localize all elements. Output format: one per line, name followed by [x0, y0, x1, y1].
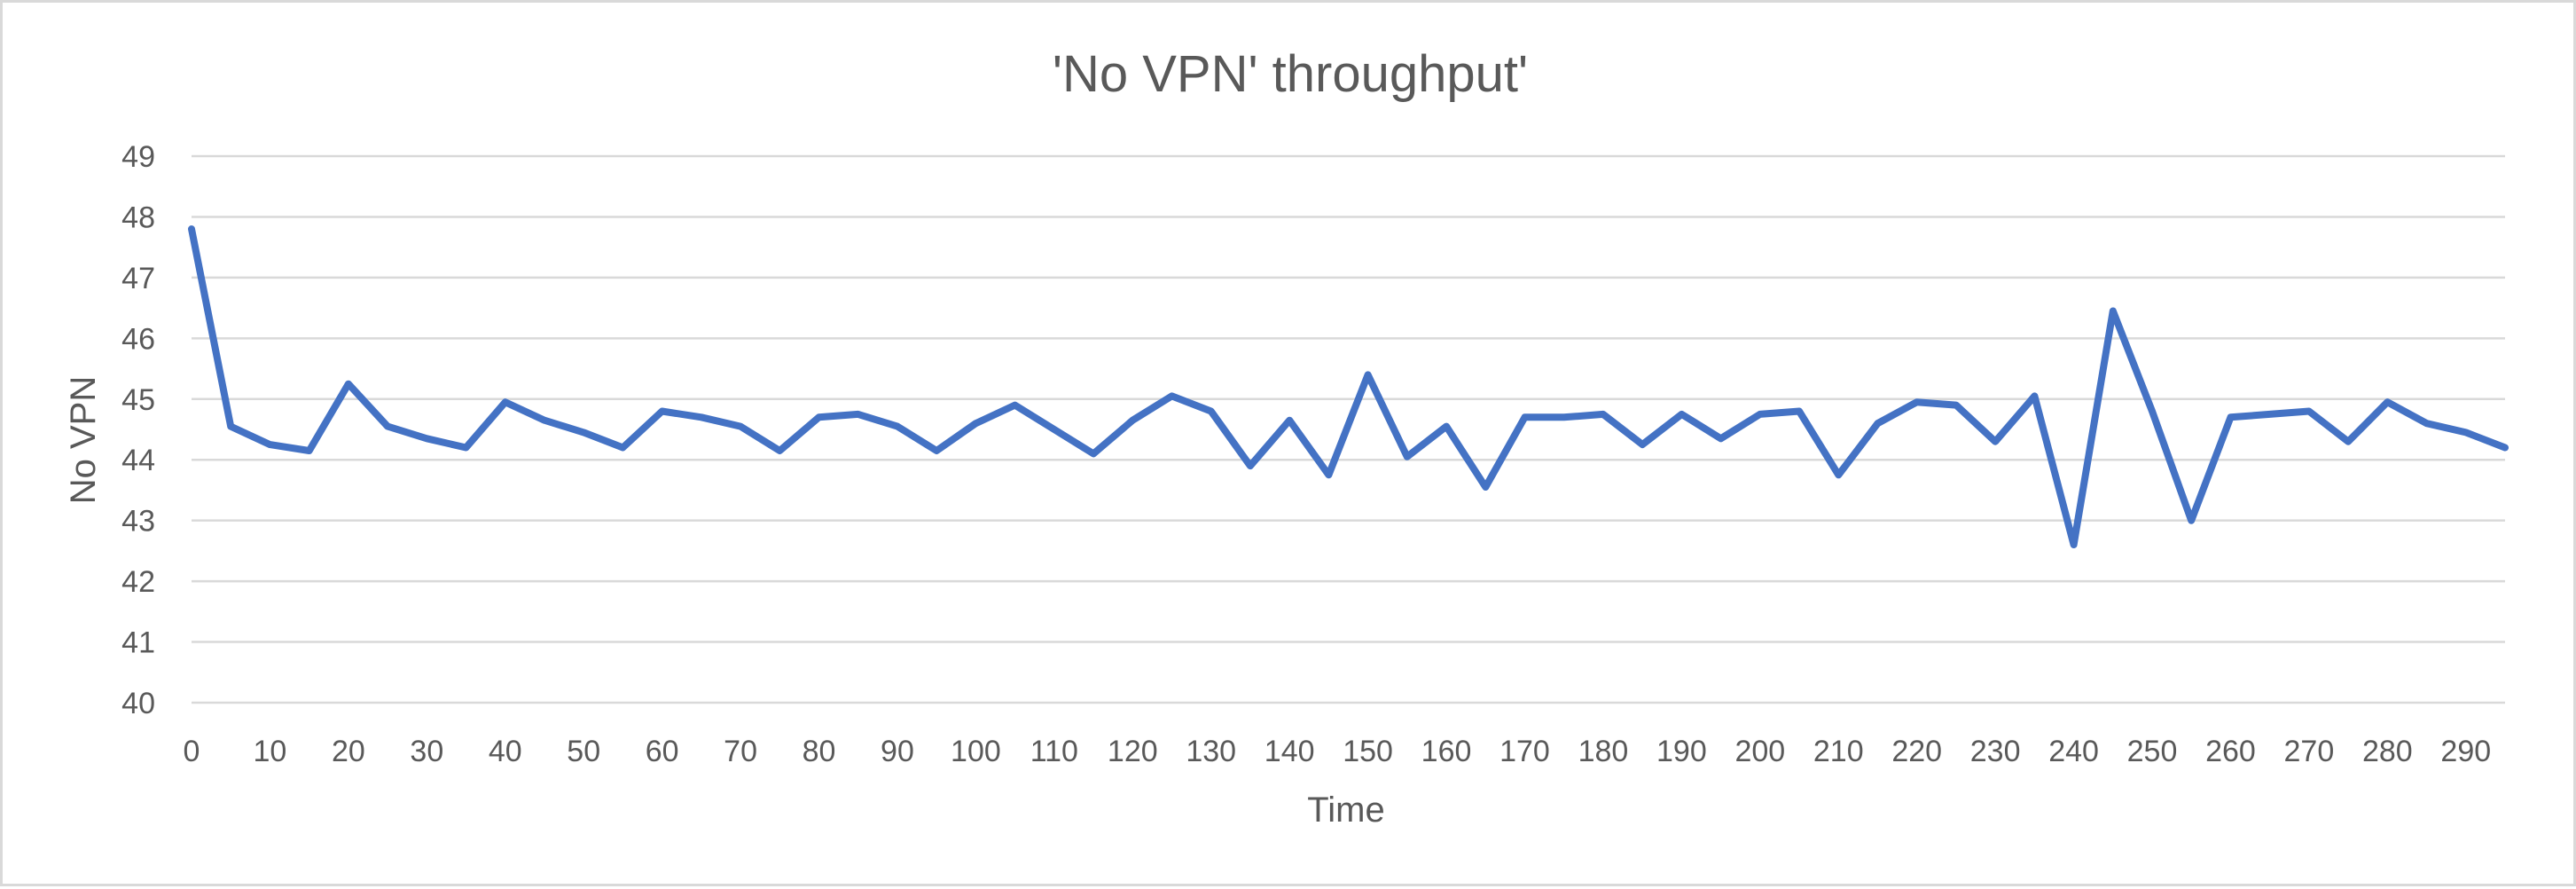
data-point: [740, 426, 741, 427]
x-tick-label: 210: [1813, 735, 1864, 768]
data-point: [857, 413, 858, 414]
x-tick-label: 70: [724, 735, 757, 768]
y-axis-tick-labels: 40 41 42 43 44 45 46 47 48 49: [121, 140, 155, 720]
data-point: [2152, 411, 2153, 412]
data-point: [2191, 520, 2192, 521]
y-tick-label: 48: [121, 201, 155, 234]
x-axis-title: Time: [1307, 791, 1384, 830]
x-tick-label: 0: [184, 735, 200, 768]
data-point: [1642, 444, 1643, 445]
data-point: [2387, 402, 2388, 403]
x-tick-label: 80: [803, 735, 836, 768]
data-point: [1132, 420, 1133, 421]
x-tick-label: 160: [1421, 735, 1472, 768]
data-point: [1289, 420, 1290, 421]
x-tick-label: 240: [2048, 735, 2099, 768]
data-point: [1524, 417, 1525, 418]
x-tick-label: 200: [1734, 735, 1785, 768]
data-point: [1916, 402, 1917, 403]
y-tick-label: 42: [121, 565, 155, 599]
data-point: [2465, 432, 2466, 433]
data-point: [1563, 417, 1564, 418]
x-tick-label: 170: [1499, 735, 1550, 768]
data-point: [2073, 545, 2074, 546]
data-point: [1171, 396, 1172, 397]
x-tick-label: 290: [2440, 735, 2491, 768]
data-point: [818, 417, 819, 418]
x-tick-label: 20: [332, 735, 365, 768]
data-point: [1838, 475, 1839, 476]
x-tick-label: 190: [1656, 735, 1707, 768]
y-tick-label: 46: [121, 322, 155, 356]
data-point: [2034, 396, 2035, 397]
data-point: [1720, 438, 1721, 439]
data-point: [1446, 426, 1447, 427]
y-tick-label: 44: [121, 444, 155, 477]
data-point: [2348, 441, 2349, 442]
data-point: [1406, 456, 1407, 457]
data-point: [1367, 374, 1368, 375]
data-point: [583, 432, 584, 433]
x-tick-label: 110: [1030, 735, 1078, 768]
data-point: [1799, 411, 1800, 412]
data-point: [2269, 413, 2270, 414]
x-tick-label: 150: [1343, 735, 1393, 768]
data-point: [1210, 411, 1211, 412]
y-tick-label: 47: [121, 262, 155, 295]
x-tick-label: 100: [951, 735, 1001, 768]
data-point: [1485, 487, 1486, 488]
y-tick-label: 40: [121, 687, 155, 720]
line-chart: 40 41 42 43 44 45 46 47 48 49 0 10 20 30 40 50 60 70 80 90…: [64, 45, 2509, 830]
x-tick-label: 120: [1108, 735, 1158, 768]
y-axis-title: No VPN: [64, 376, 103, 505]
y-tick-label: 45: [121, 383, 155, 417]
data-point: [1249, 466, 1250, 467]
data-point: [897, 426, 898, 427]
data-point: [936, 451, 937, 452]
data-point: [1602, 413, 1603, 414]
x-tick-label: 140: [1265, 735, 1315, 768]
y-tick-label: 41: [121, 626, 155, 660]
x-tick-label: 180: [1578, 735, 1629, 768]
data-point: [1093, 453, 1094, 454]
x-tick-label: 30: [410, 735, 443, 768]
data-point: [2230, 417, 2231, 418]
x-tick-label: 90: [881, 735, 914, 768]
x-tick-label: 230: [1970, 735, 2021, 768]
series-line: [188, 225, 2509, 548]
x-tick-label: 40: [489, 735, 522, 768]
x-tick-label: 130: [1186, 735, 1236, 768]
x-tick-label: 260: [2205, 735, 2256, 768]
data-point: [1759, 413, 1760, 414]
data-point: [1877, 423, 1878, 424]
data-point: [1995, 441, 1996, 442]
data-point: [779, 451, 780, 452]
data-point: [1681, 413, 1682, 414]
data-point: [1328, 475, 1329, 476]
x-tick-label: 60: [646, 735, 679, 768]
x-tick-label: 250: [2127, 735, 2178, 768]
data-point: [2426, 423, 2427, 424]
gridlines: [192, 154, 2505, 704]
data-point: [2505, 447, 2506, 448]
data-point: [544, 420, 545, 421]
series-layer: [188, 225, 2509, 548]
x-tick-label: 50: [567, 735, 600, 768]
data-point: [975, 423, 976, 424]
y-tick-label: 49: [121, 140, 155, 174]
data-point: [2308, 411, 2309, 412]
x-axis-tick-labels: 0 10 20 30 40 50 60 70 80 90 100 110 120 130 140 150 160…: [184, 735, 2492, 768]
x-tick-label: 270: [2284, 735, 2335, 768]
chart-title: 'No VPN' throughput': [1053, 45, 1528, 103]
x-tick-label: 280: [2362, 735, 2413, 768]
y-tick-label: 43: [121, 505, 155, 539]
data-point: [622, 447, 623, 448]
x-tick-label: 10: [254, 735, 287, 768]
x-tick-label: 220: [1891, 735, 1942, 768]
data-point: [1053, 429, 1054, 430]
